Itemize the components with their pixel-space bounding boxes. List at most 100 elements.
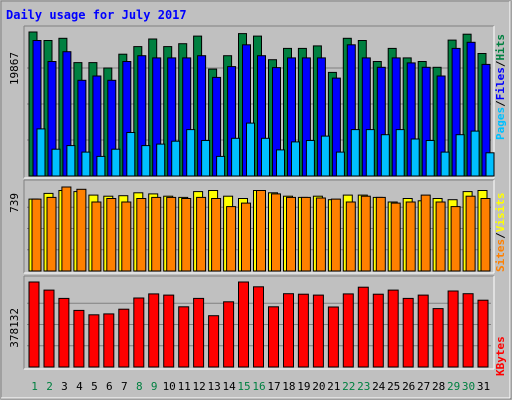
day-label: 15 <box>237 380 250 393</box>
bar-sites-day-17 <box>271 193 281 272</box>
bar-sites-day-26 <box>405 201 416 272</box>
bar-pages-day-5 <box>96 155 106 177</box>
bar-kbytes-day-9 <box>148 293 160 368</box>
day-label: 13 <box>207 380 220 393</box>
legend-entry: Hits <box>494 34 507 61</box>
bar-pages-day-25 <box>395 129 405 177</box>
bar-sites-day-20 <box>315 197 326 272</box>
bar-sites-day-6 <box>106 198 117 272</box>
bar-kbytes-day-31 <box>477 299 489 368</box>
axis-max-label: 739 <box>8 193 21 213</box>
legend-entry: / <box>494 232 507 239</box>
bar-pages-day-26 <box>410 138 420 177</box>
axis-max-label: 19867 <box>8 52 21 85</box>
day-label: 20 <box>312 380 325 393</box>
day-label: 31 <box>477 380 490 393</box>
bar-sites-day-18 <box>286 196 296 272</box>
bar-sites-day-21 <box>330 198 341 272</box>
bar-kbytes-day-5 <box>88 314 100 368</box>
bar-pages-day-17 <box>276 149 285 177</box>
legend-entry: / <box>494 60 507 67</box>
bar-kbytes-day-20 <box>312 294 324 368</box>
legend-entry: / <box>494 100 507 107</box>
bar-kbytes-day-7 <box>118 308 130 368</box>
day-label: 22 <box>342 380 355 393</box>
bar-kbytes-day-8 <box>133 297 145 368</box>
axis-max-label: 378132 <box>8 308 21 348</box>
bar-pages-day-13 <box>216 155 226 177</box>
bar-pages-day-28 <box>440 151 450 177</box>
bar-sites-day-27 <box>420 194 431 272</box>
bar-kbytes-day-18 <box>283 293 294 368</box>
day-label: 1 <box>31 380 38 393</box>
bar-sites-day-15 <box>241 202 251 272</box>
bar-kbytes-day-13 <box>208 315 220 368</box>
bar-sites-day-25 <box>390 202 401 272</box>
day-label: 8 <box>136 380 143 393</box>
bar-pages-day-31 <box>485 152 495 177</box>
legend-visits-sites: Sites/Visits <box>494 193 507 273</box>
bar-kbytes-day-10 <box>163 294 175 368</box>
day-label: 29 <box>447 380 460 393</box>
day-label: 14 <box>222 380 236 393</box>
bar-pages-day-24 <box>380 134 390 177</box>
bar-kbytes-day-17 <box>268 306 279 368</box>
day-label: 25 <box>387 380 400 393</box>
bar-pages-day-30 <box>470 130 480 177</box>
day-label: 17 <box>267 380 280 393</box>
bar-kbytes-day-1 <box>28 281 40 368</box>
bar-sites-day-3 <box>61 186 72 272</box>
bar-kbytes-day-15 <box>238 281 249 368</box>
bar-pages-day-2 <box>51 148 61 177</box>
legend-hits-files-pages: Pages/Files/Hits <box>494 34 507 140</box>
bar-sites-day-13 <box>211 198 222 272</box>
bar-sites-day-8 <box>136 198 147 272</box>
day-label: 11 <box>178 380 191 393</box>
bar-pages-day-18 <box>291 141 300 177</box>
day-label: 24 <box>372 380 386 393</box>
day-label: 6 <box>106 380 113 393</box>
bar-kbytes-day-19 <box>297 293 309 368</box>
day-label: 19 <box>297 380 310 393</box>
day-label: 26 <box>402 380 415 393</box>
bar-kbytes-day-21 <box>327 306 339 368</box>
bar-sites-day-5 <box>91 201 102 272</box>
bar-kbytes-day-29 <box>447 290 459 368</box>
legend-kbytes: KBytes <box>494 336 507 376</box>
bar-pages-day-15 <box>246 122 255 177</box>
bar-pages-day-11 <box>186 129 196 177</box>
bar-kbytes-day-2 <box>43 289 55 368</box>
day-label: 2 <box>46 380 53 393</box>
bar-kbytes-day-11 <box>178 306 190 368</box>
bar-pages-day-23 <box>365 129 375 177</box>
bar-sites-day-4 <box>76 188 87 272</box>
legend-entry: Sites <box>494 239 507 272</box>
bar-pages-day-3 <box>66 145 76 177</box>
day-label: 18 <box>282 380 295 393</box>
bar-sites-day-7 <box>121 201 132 272</box>
bar-kbytes-day-6 <box>103 313 115 368</box>
day-label: 3 <box>61 380 68 393</box>
bar-sites-day-14 <box>226 206 237 272</box>
bar-kbytes-day-30 <box>462 293 474 368</box>
bar-sites-day-1 <box>31 198 42 272</box>
bar-kbytes-day-3 <box>58 297 70 368</box>
legend-entry: KBytes <box>494 336 507 376</box>
legend-entry: Files <box>494 67 507 100</box>
day-label: 23 <box>357 380 370 393</box>
bar-kbytes-day-14 <box>223 301 235 368</box>
bar-sites-day-2 <box>46 196 57 272</box>
bar-sites-day-23 <box>360 195 371 272</box>
bar-pages-day-27 <box>425 140 435 177</box>
bar-pages-day-6 <box>111 148 121 177</box>
bar-kbytes-day-23 <box>357 286 369 368</box>
bar-sites-day-28 <box>435 201 446 272</box>
bar-kbytes-day-26 <box>402 297 414 368</box>
bar-pages-day-4 <box>81 151 91 177</box>
bar-kbytes-day-28 <box>432 308 444 368</box>
bar-kbytes-day-25 <box>387 289 399 368</box>
bar-sites-day-10 <box>166 196 177 272</box>
